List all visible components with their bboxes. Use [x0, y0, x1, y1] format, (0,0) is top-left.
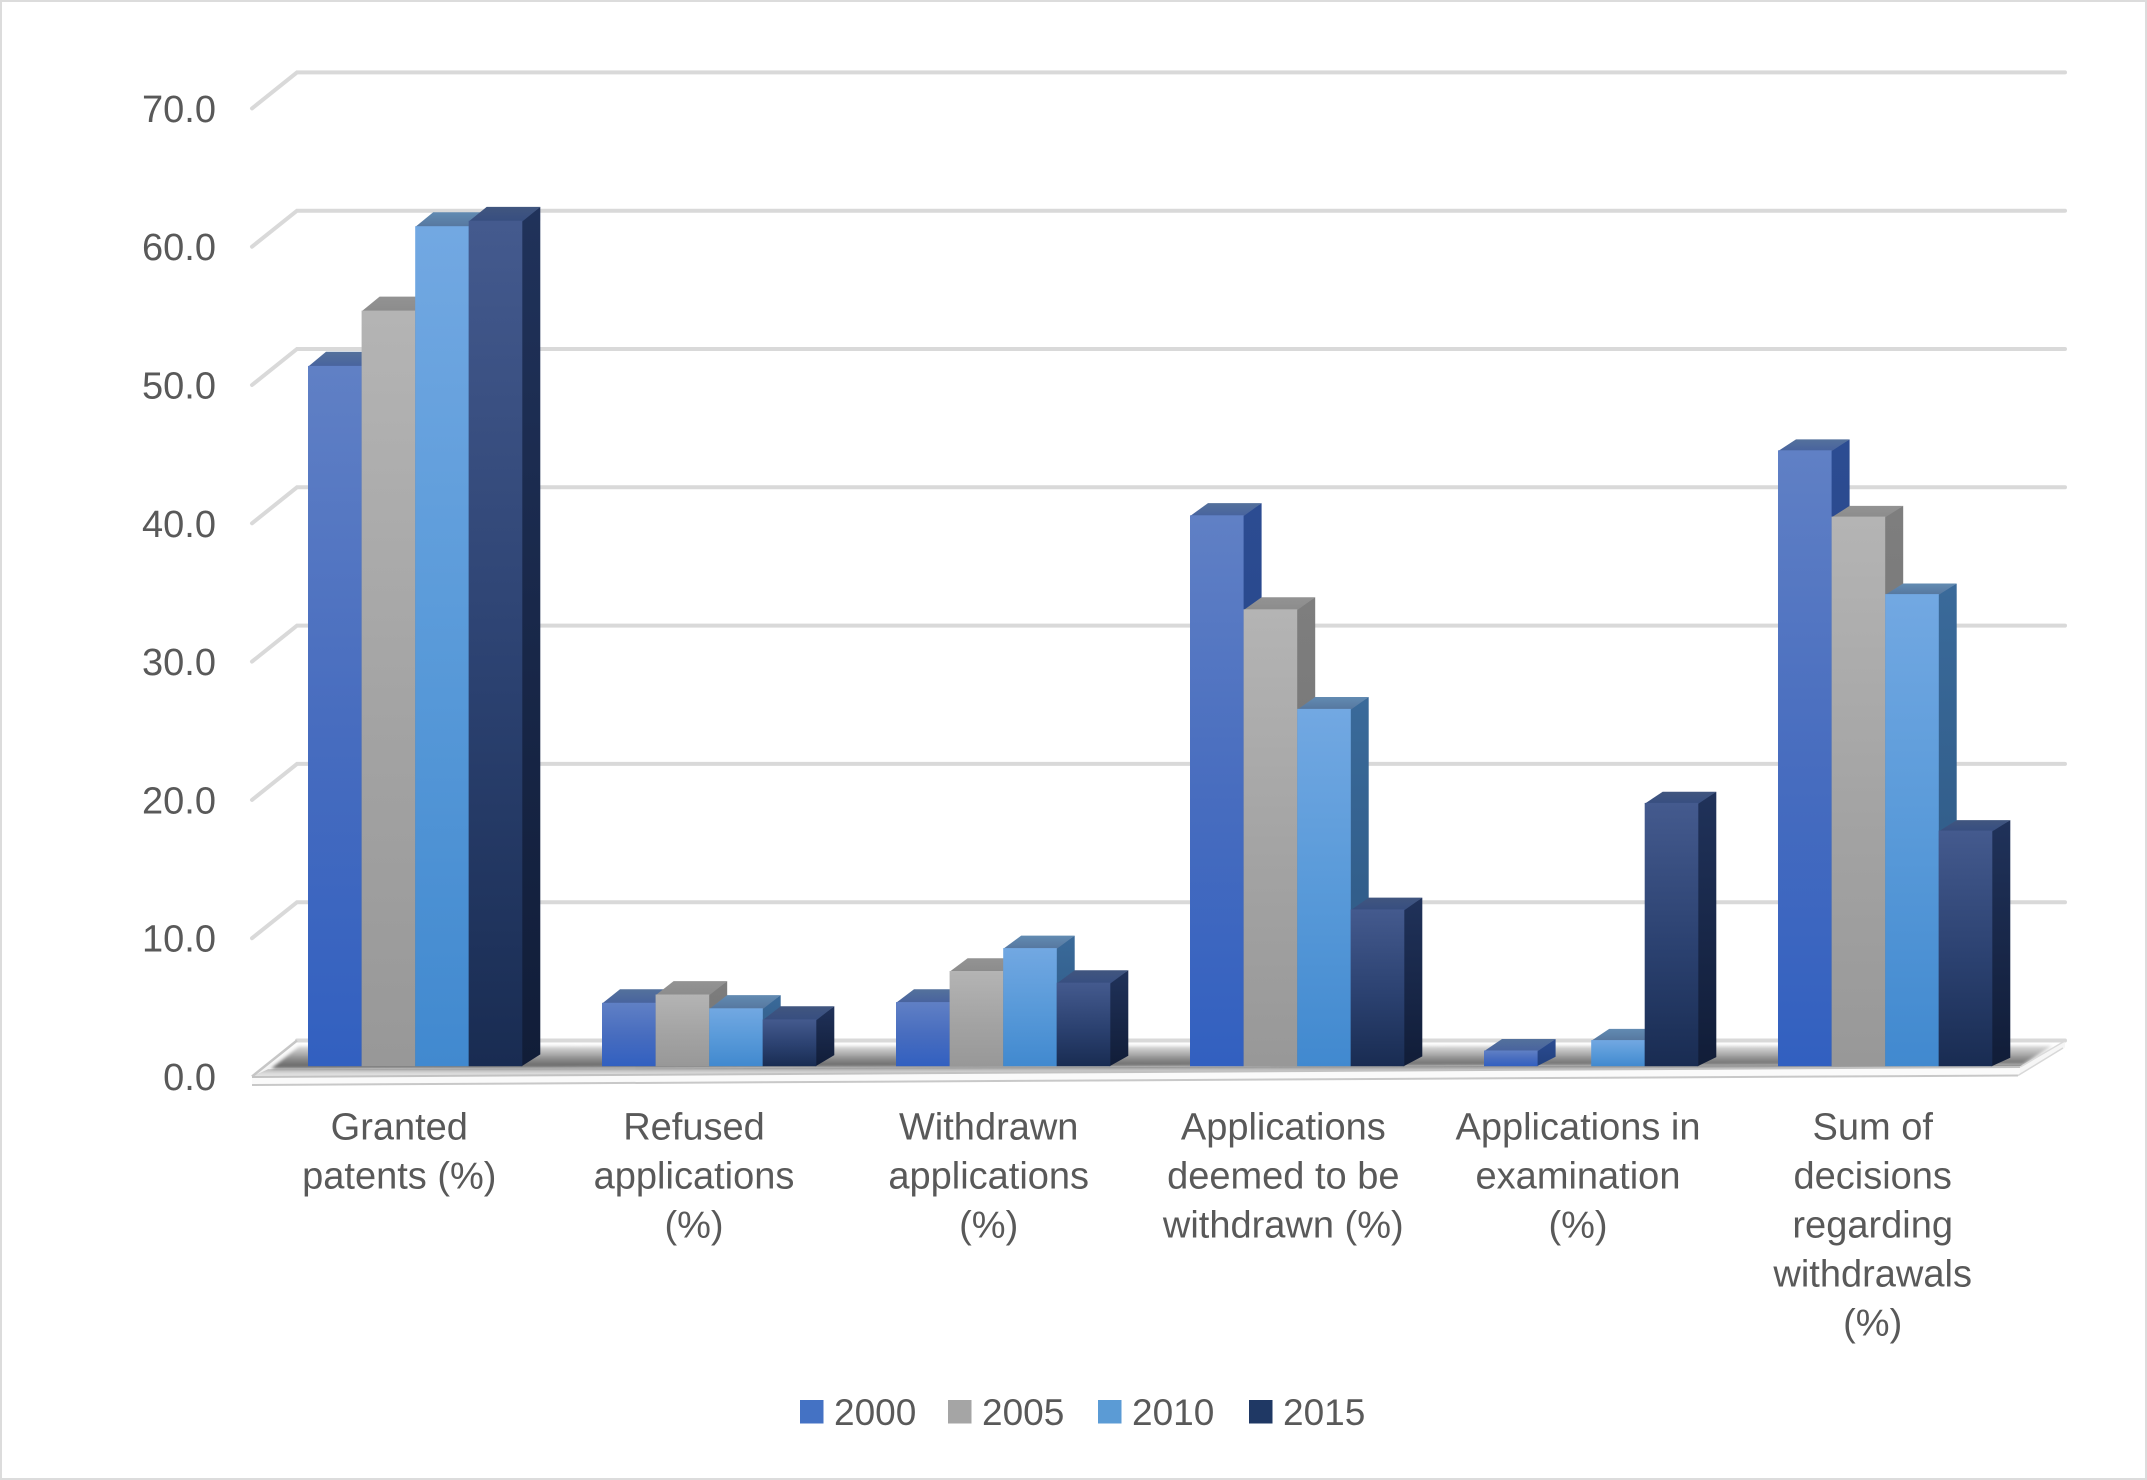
svg-text:60.0: 60.0: [142, 227, 216, 269]
svg-text:2010: 2010: [1132, 1392, 1214, 1433]
svg-text:20.0: 20.0: [142, 780, 216, 822]
svg-text:Applications: Applications: [1181, 1107, 1386, 1149]
svg-text:decisions: decisions: [1793, 1156, 1951, 1198]
svg-text:40.0: 40.0: [142, 504, 216, 546]
svg-text:Refused: Refused: [623, 1107, 765, 1149]
svg-text:examination: examination: [1476, 1156, 1681, 1198]
svg-text:(%): (%): [1843, 1303, 1902, 1345]
svg-text:applications: applications: [594, 1156, 795, 1198]
svg-text:(%): (%): [959, 1205, 1018, 1247]
svg-text:applications: applications: [888, 1156, 1089, 1198]
svg-text:70.0: 70.0: [142, 89, 216, 131]
svg-text:deemed to be: deemed to be: [1167, 1156, 1399, 1198]
svg-text:2000: 2000: [834, 1392, 916, 1433]
svg-text:2005: 2005: [982, 1392, 1064, 1433]
svg-text:30.0: 30.0: [142, 642, 216, 684]
svg-text:2015: 2015: [1283, 1392, 1365, 1433]
svg-text:withdrawals: withdrawals: [1772, 1254, 1972, 1296]
svg-text:(%): (%): [664, 1205, 723, 1247]
svg-text:regarding: regarding: [1792, 1205, 1953, 1247]
svg-text:Withdrawn: Withdrawn: [899, 1107, 1079, 1149]
svg-text:Sum of: Sum of: [1813, 1107, 1934, 1149]
svg-text:Granted: Granted: [331, 1107, 468, 1149]
svg-text:(%): (%): [1548, 1205, 1607, 1247]
svg-text:patents (%): patents (%): [302, 1156, 496, 1198]
svg-text:Applications in: Applications in: [1455, 1107, 1700, 1149]
svg-text:10.0: 10.0: [142, 919, 216, 961]
svg-text:withdrawn (%): withdrawn (%): [1162, 1205, 1404, 1247]
svg-text:50.0: 50.0: [142, 366, 216, 408]
svg-text:0.0: 0.0: [163, 1057, 216, 1099]
